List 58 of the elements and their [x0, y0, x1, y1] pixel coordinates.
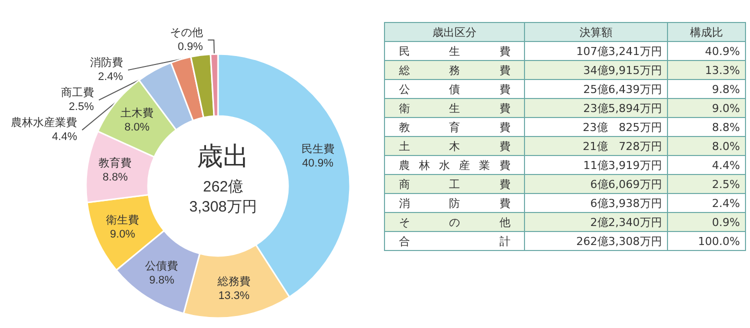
text: 6億6,069万円 — [524, 174, 668, 194]
data-label: 0.9% — [178, 41, 204, 54]
text: 11億3,919万円 — [524, 156, 668, 174]
text: 2.4% — [667, 194, 746, 212]
slice-label: その他 — [170, 27, 203, 40]
text: 民生費 — [384, 42, 525, 60]
text: 23億5,894万円 — [524, 98, 668, 118]
text: 4.4% — [667, 156, 746, 174]
text: 0.9% — [667, 212, 746, 232]
text: 34億9,915万円 — [524, 60, 668, 80]
category-label: 構成比 — [667, 22, 746, 42]
text: 13.3% — [667, 60, 746, 80]
text: 総務費 — [384, 60, 525, 80]
slice-label: 農林水産業費 — [11, 116, 78, 130]
data-label: 13.3% — [218, 290, 250, 302]
slice-label: 民生費 — [301, 142, 334, 156]
slice-label: 公債費 — [145, 259, 178, 272]
slice-label: 土木費 — [120, 106, 154, 120]
text: 公債費 — [384, 80, 525, 98]
text: 2.5% — [667, 174, 746, 194]
data-label: 8.0% — [124, 122, 150, 134]
text: 21億 728万円 — [524, 136, 668, 156]
data-label: 40.9% — [302, 158, 334, 170]
text: 6億3,938万円 — [524, 194, 668, 212]
slice-label: 衛生費 — [106, 213, 140, 226]
text: 23億 825万円 — [524, 118, 668, 136]
text: 262億 3,308万円 — [189, 178, 257, 216]
slice-label: 総務費 — [216, 274, 250, 288]
text: 40.9% — [667, 42, 746, 60]
data-label: 4.4% — [52, 131, 78, 144]
category-label: 歳出区分 — [384, 22, 525, 42]
data-label: 2.5% — [68, 101, 94, 114]
data-label: 2.4% — [98, 71, 124, 84]
text: その他 — [384, 212, 525, 232]
slice-label: 教育費 — [98, 156, 132, 170]
text: 衛生費 — [384, 98, 525, 118]
data-label: 9.0% — [110, 228, 136, 240]
data-label: 9.8% — [149, 274, 174, 286]
text: 歳出 — [197, 141, 249, 171]
text: 商工費 — [384, 174, 525, 194]
slice-label: 商工費 — [60, 86, 94, 100]
text: 合計 — [384, 232, 525, 250]
text: 9.8% — [667, 80, 746, 98]
text: 土木費 — [384, 136, 525, 156]
text: 8.8% — [667, 118, 746, 136]
text: 8.0% — [667, 136, 746, 156]
text: 262億3,308万円 — [524, 232, 668, 250]
text: 消防費 — [384, 194, 525, 212]
text: 107億3,241万円 — [524, 42, 668, 60]
data-label: 8.8% — [102, 171, 128, 184]
slice-label: 消防費 — [90, 56, 124, 70]
text: 25億6,439万円 — [524, 80, 668, 98]
text: 2億2,340万円 — [524, 212, 668, 232]
text: 9.0% — [667, 98, 746, 118]
text: 教育費 — [384, 118, 525, 136]
text: 100.0% — [667, 232, 746, 250]
category-label: 決算額 — [524, 22, 668, 42]
text: 農林水産業費 — [384, 156, 525, 174]
